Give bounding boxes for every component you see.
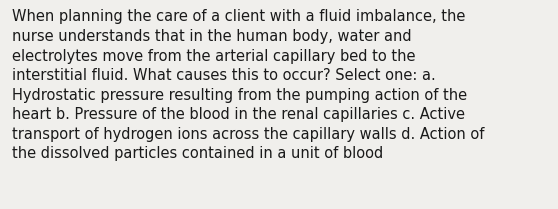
Text: When planning the care of a client with a fluid imbalance, the
nurse understands: When planning the care of a client with … [12, 9, 485, 161]
